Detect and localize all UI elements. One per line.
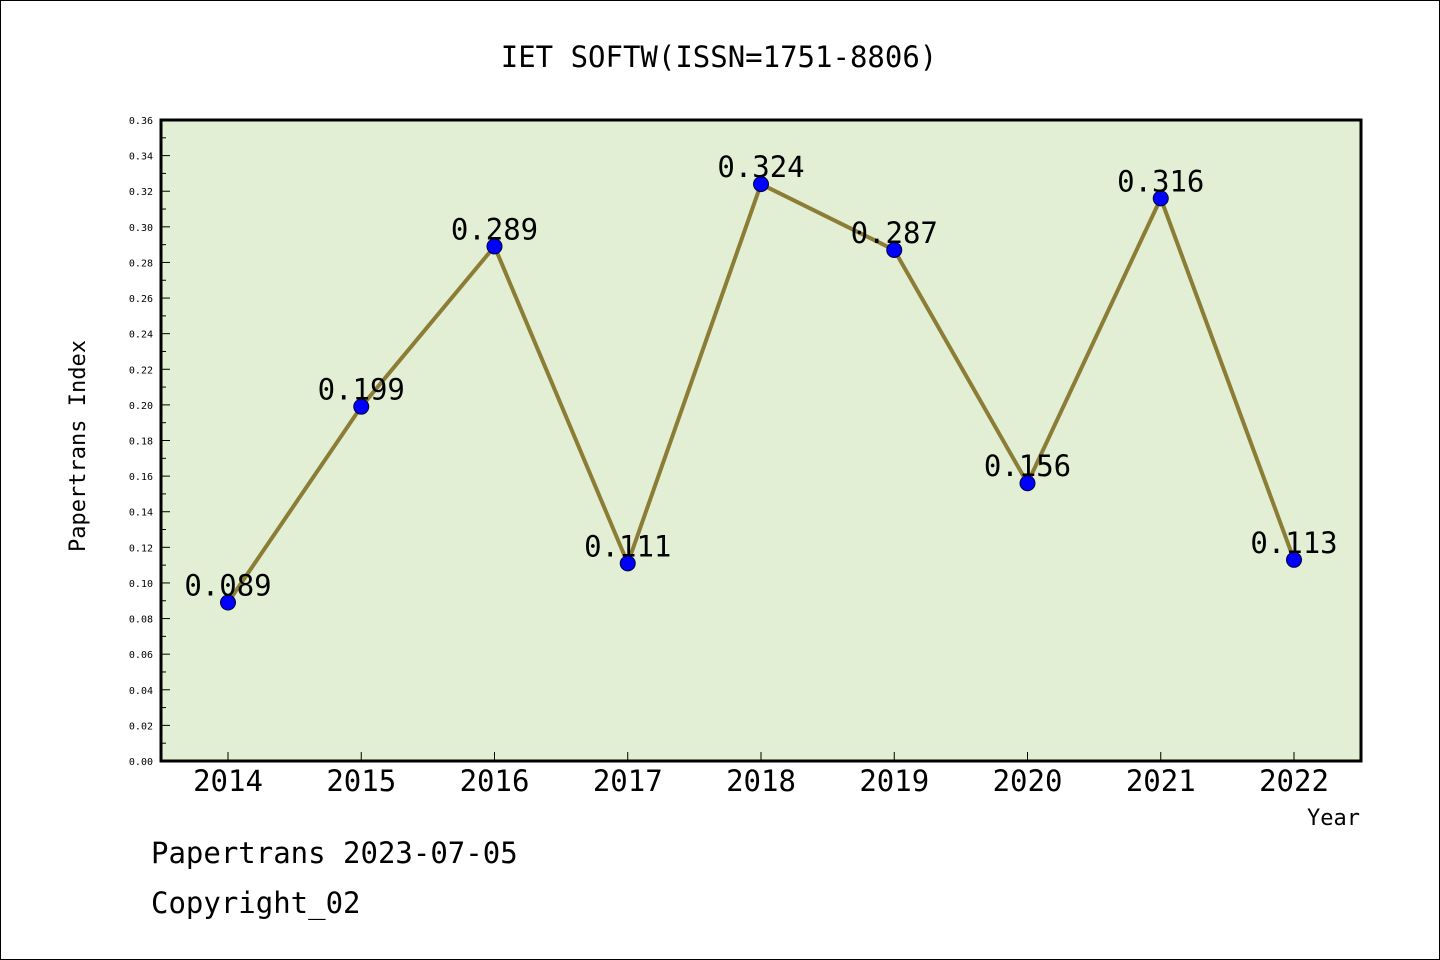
- data-label: 0.316: [1117, 164, 1204, 198]
- y-tick-label: 0.16: [129, 472, 153, 483]
- data-label: 0.089: [184, 569, 271, 603]
- plot-frame: [161, 120, 1361, 761]
- y-tick-label: 0.06: [129, 650, 153, 661]
- y-tick-label: 0.36: [129, 116, 153, 127]
- x-tick-label: 2022: [1259, 764, 1329, 798]
- y-tick-label: 0.00: [129, 757, 153, 768]
- data-label: 0.324: [717, 150, 804, 184]
- x-axis-label: Year: [1307, 806, 1360, 831]
- y-tick-label: 0.18: [129, 437, 153, 448]
- x-tick-label: 2014: [193, 764, 263, 798]
- y-tick-label: 0.10: [129, 579, 153, 590]
- footer-copyright: Copyright_02: [151, 886, 361, 920]
- footer-date-line: Papertrans 2023-07-05: [151, 836, 518, 870]
- x-tick-label: 2019: [859, 764, 929, 798]
- y-tick-label: 0.24: [129, 330, 153, 341]
- x-tick-label: 2015: [326, 764, 396, 798]
- y-tick-label: 0.14: [129, 508, 153, 519]
- y-tick-label: 0.30: [129, 223, 153, 234]
- data-label: 0.289: [451, 212, 538, 246]
- x-tick-label: 2020: [993, 764, 1063, 798]
- data-label: 0.199: [318, 373, 405, 407]
- y-tick-label: 0.08: [129, 615, 153, 626]
- chart-title: IET SOFTW(ISSN=1751-8806): [501, 40, 938, 74]
- y-tick-label: 0.04: [129, 686, 153, 697]
- data-label: 0.111: [584, 529, 671, 563]
- data-label: 0.113: [1250, 526, 1337, 560]
- y-tick-label: 0.12: [129, 543, 153, 554]
- plot-area: 0.00 0.02 0.04 0.06 0.08 0.10 0.12 0.14 0.16 0.18…: [129, 116, 1361, 798]
- data-label: 0.156: [984, 449, 1071, 483]
- y-axis-label: Papertrans Index: [66, 340, 91, 552]
- y-tick-label: 0.32: [129, 187, 153, 198]
- y-tick-label: 0.02: [129, 721, 153, 732]
- y-tick-label: 0.34: [129, 152, 153, 163]
- x-tick-label: 2018: [726, 764, 796, 798]
- x-tick-label: 2017: [593, 764, 663, 798]
- x-tick-label: 2016: [460, 764, 530, 798]
- y-tick-label: 0.28: [129, 258, 153, 269]
- y-tick-label: 0.26: [129, 294, 153, 305]
- y-tick-label: 0.20: [129, 401, 153, 412]
- data-label: 0.287: [851, 216, 938, 250]
- y-tick-label: 0.22: [129, 365, 153, 376]
- x-tick-label: 2021: [1126, 764, 1196, 798]
